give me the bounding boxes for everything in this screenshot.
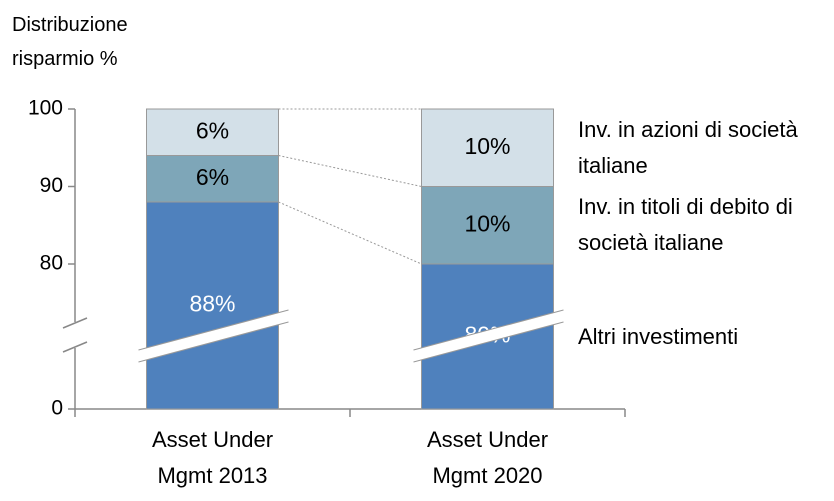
bar-break (138, 310, 289, 362)
y-tick-label: 0 (51, 397, 63, 420)
bar-break (413, 309, 564, 351)
bar-segment (146, 155, 279, 203)
connector (278, 155, 422, 187)
bar-break (413, 321, 564, 363)
value-label: 10% (464, 133, 510, 159)
value-label: 10% (464, 210, 510, 236)
axis-break (62, 317, 88, 329)
bar-segment (146, 108, 279, 156)
bar-break (413, 310, 564, 362)
x-tick-label: Asset Under Mgmt 2020 (426, 427, 549, 488)
legend-label: Altri investimenti (578, 323, 739, 349)
bar-break (138, 309, 289, 351)
connector (278, 201, 422, 265)
axis-break (62, 341, 88, 353)
legend-label: Inv. in azioni di società italiane (578, 116, 798, 178)
y-tick-label: 90 (40, 174, 63, 197)
value-label: 88% (189, 291, 235, 317)
bar-segment (421, 108, 554, 187)
value-label: 6% (196, 117, 229, 143)
value-label: 6% (196, 164, 229, 190)
bar-break (138, 321, 289, 363)
y-tick-label: 100 (28, 97, 63, 120)
x-tick-label: Asset Under Mgmt 2013 (151, 427, 274, 488)
y-tick-label: 80 (40, 252, 63, 275)
bar-segment (421, 186, 554, 265)
y-axis-title: Distribuzione risparmio % (12, 14, 128, 70)
legend-label: Inv. in titoli di debito di società ital… (578, 194, 793, 256)
